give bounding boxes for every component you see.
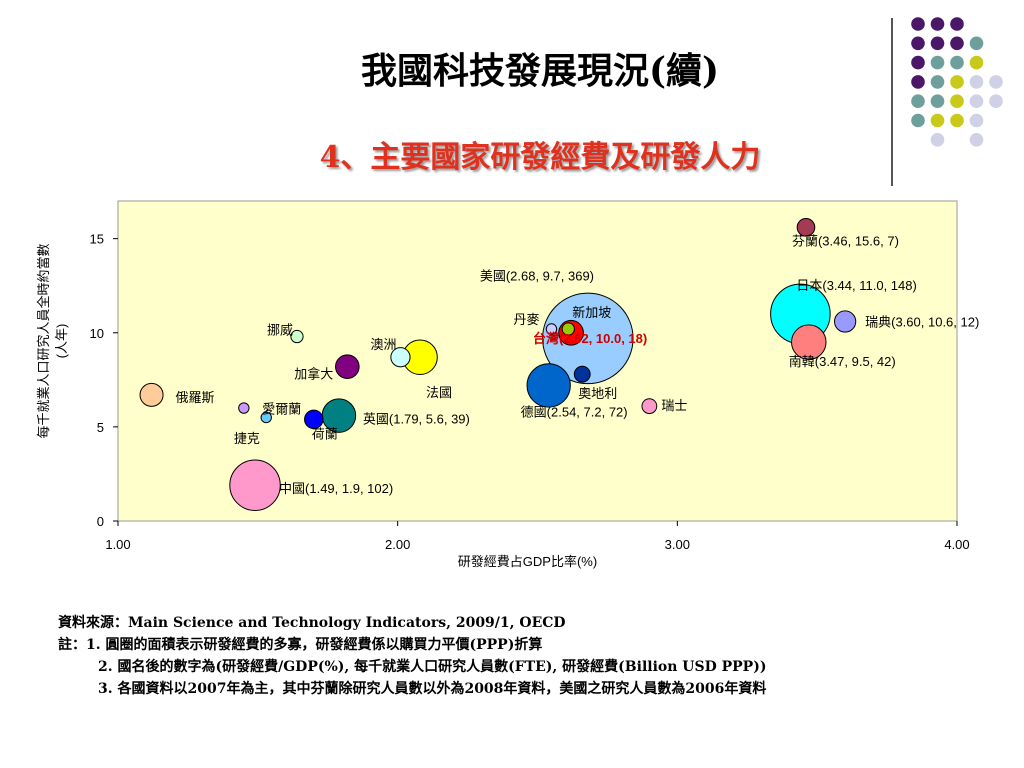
decor-dot xyxy=(911,17,925,31)
y-axis-label: 每千就業人口研究人員全時約當數 (人年) xyxy=(36,243,69,438)
y-tick-label: 10 xyxy=(90,326,104,341)
bubble-南韓 xyxy=(791,324,827,360)
bubble-label-愛爾蘭: 愛爾蘭 xyxy=(262,401,301,416)
bubble-label-芬蘭: 芬蘭(3.46, 15.6, 7) xyxy=(792,233,899,248)
decor-dot xyxy=(969,75,984,89)
bubble-label-加拿大: 加拿大 xyxy=(294,367,333,382)
decor-dot xyxy=(989,75,1003,89)
footnotes: 資料來源：Main Science and Technology Indicat… xyxy=(58,612,766,700)
bubble-芬蘭 xyxy=(796,218,816,237)
bubble-瑞士 xyxy=(641,398,658,415)
decor-dot xyxy=(930,133,945,147)
bubble-label-台灣: 台灣(2.62, 10.0, 18) xyxy=(533,331,647,346)
note-2: 2. 國名後的數字為(研發經費/GDP(%), 每千就業人口研究人員數(FTE)… xyxy=(98,659,767,675)
bubble-label-日本: 日本(3.44, 11.0, 148) xyxy=(796,278,916,293)
y-tick-label: 15 xyxy=(90,232,104,247)
bubble-瑞典 xyxy=(834,310,857,333)
decor-dot xyxy=(930,94,945,108)
bubble-label-德國: 德國(2.54, 7.2, 72) xyxy=(521,404,628,419)
bubble-愛爾蘭 xyxy=(260,411,272,424)
bubble-label-英國: 英國(1.79, 5.6, 39) xyxy=(363,412,470,427)
decor-dot xyxy=(930,17,945,31)
decor-dot-grid xyxy=(911,17,1003,147)
bubble-奧地利 xyxy=(573,365,591,383)
decor-dot xyxy=(911,75,925,89)
bubble-chart: 1.00 2.00 3.00 4.00 0 5 10 15 研發經費占GDP比率(%) 每千就業人… xyxy=(36,200,979,569)
bubble-澳洲 xyxy=(390,347,411,368)
decor-dot xyxy=(930,55,945,70)
bubble-label-美國: 美國(2.68, 9.7, 369) xyxy=(480,268,594,283)
slide-subtitle: 4、主要國家研發經費及研發人力 xyxy=(319,140,761,175)
bubble-加拿大 xyxy=(335,354,360,379)
decor-dot xyxy=(930,36,945,51)
decor-dot xyxy=(950,113,964,128)
decor-dot xyxy=(950,55,964,70)
decor-dot xyxy=(950,17,964,31)
bubble-label-奧地利: 奧地利 xyxy=(578,386,617,401)
bubble-label-荷蘭: 荷蘭 xyxy=(312,426,338,441)
bubble-label-澳洲: 澳洲 xyxy=(370,337,396,352)
decor-dot xyxy=(911,94,925,108)
x-axis-label: 研發經費占GDP比率(%) xyxy=(458,554,597,569)
bubble-俄羅斯 xyxy=(139,382,164,407)
decor-dot xyxy=(911,55,925,70)
bubble-中國 xyxy=(229,459,281,511)
bubble-label-俄羅斯: 俄羅斯 xyxy=(176,390,215,405)
x-tick-label: 1.00 xyxy=(105,537,130,552)
bubble-label-中國: 中國(1.49, 1.9, 102) xyxy=(279,481,393,496)
decor-dot xyxy=(950,36,964,51)
decor-dot xyxy=(989,94,1003,108)
decor-dot xyxy=(969,94,984,108)
x-tick-label: 4.00 xyxy=(944,537,969,552)
decor-dot xyxy=(911,36,925,51)
decor-dot xyxy=(969,133,984,147)
decor-dot xyxy=(969,113,984,128)
decor-dot xyxy=(950,94,964,108)
note-3: 3. 各國資料以2007年為主，其中芬蘭除研究人員數以外為2008年資料，美國之… xyxy=(98,681,767,697)
slide-title: 我國科技發展現況(續) xyxy=(360,50,720,92)
bubble-德國 xyxy=(526,363,571,408)
bubble-美國 xyxy=(542,292,634,385)
decor-dot xyxy=(930,113,945,128)
decor-dot xyxy=(930,75,945,89)
decor-dot xyxy=(950,75,964,89)
bubble-新加坡 xyxy=(561,322,575,336)
bubble-label-挪威: 挪威 xyxy=(267,323,293,338)
bubble-荷蘭 xyxy=(304,409,324,430)
y-tick-label: 5 xyxy=(97,420,104,435)
bubble-label-南韓: 南韓(3.47, 9.5, 42) xyxy=(789,354,896,369)
bubble-label-法國: 法國 xyxy=(426,385,452,400)
x-tick-label: 2.00 xyxy=(385,537,410,552)
decor-divider xyxy=(891,18,893,186)
bubble-label-瑞士: 瑞士 xyxy=(661,398,687,413)
bubble-挪威 xyxy=(290,329,304,344)
source-note: 資料來源：Main Science and Technology Indicat… xyxy=(58,615,566,631)
decor-dot xyxy=(911,113,925,128)
decor-dot xyxy=(969,36,984,51)
bubble-label-丹麥: 丹麥 xyxy=(513,312,539,327)
bubble-label-捷克: 捷克 xyxy=(234,431,260,446)
bubble-label-瑞典: 瑞典(3.60, 10.6, 12) xyxy=(865,314,979,329)
x-tick-label: 3.00 xyxy=(665,537,690,552)
y-tick-label: 0 xyxy=(97,514,104,529)
bubble-捷克 xyxy=(238,402,250,414)
decor-dot xyxy=(969,55,984,70)
bubble-丹麥 xyxy=(545,323,558,335)
bubble-label-新加坡: 新加坡 xyxy=(572,305,611,320)
note-1: 註：1. 圓圈的面積表示研發經費的多寡，研發經費係以購買力平價(PPP)折算 xyxy=(58,637,543,653)
